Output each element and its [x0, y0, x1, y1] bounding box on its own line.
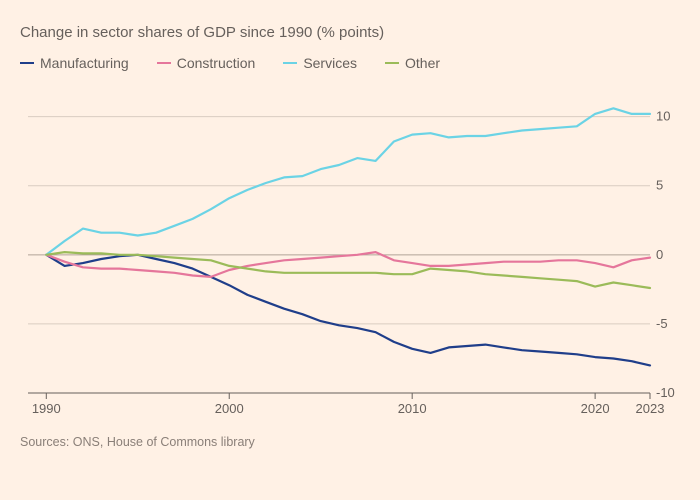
chart-container: Change in sector shares of GDP since 199…	[0, 0, 700, 500]
y-tick-label: 0	[656, 247, 663, 262]
y-tick-label: 10	[656, 109, 670, 124]
chart-plot: -10 -5 0 5 10 1990 2000 2010 2020 2023	[20, 81, 680, 421]
legend-item: Construction	[157, 55, 256, 71]
chart-subtitle: Change in sector shares of GDP since 199…	[20, 24, 680, 41]
x-tick-label: 2010	[398, 401, 427, 416]
legend-swatch	[283, 62, 297, 65]
legend-label: Other	[405, 55, 440, 71]
x-tick-label: 2020	[581, 401, 610, 416]
chart-source: Sources: ONS, House of Commons library	[20, 435, 680, 449]
legend-item: Manufacturing	[20, 55, 129, 71]
x-tick-label: 2000	[215, 401, 244, 416]
legend-label: Services	[303, 55, 357, 71]
legend: Manufacturing Construction Services Other	[20, 55, 680, 71]
legend-label: Manufacturing	[40, 55, 129, 71]
legend-swatch	[20, 62, 34, 65]
y-tick-label: 5	[656, 178, 663, 193]
chart-svg: -10 -5 0 5 10 1990 2000 2010 2020 2023	[20, 81, 680, 421]
legend-swatch	[385, 62, 399, 65]
x-tick-label: 1990	[32, 401, 61, 416]
legend-label: Construction	[177, 55, 256, 71]
legend-swatch	[157, 62, 171, 65]
y-tick-label: -10	[656, 385, 675, 400]
legend-item: Other	[385, 55, 440, 71]
legend-item: Services	[283, 55, 357, 71]
y-tick-label: -5	[656, 316, 668, 331]
x-tick-label: 2023	[636, 401, 665, 416]
series-line	[46, 255, 650, 366]
series-line	[46, 108, 650, 255]
